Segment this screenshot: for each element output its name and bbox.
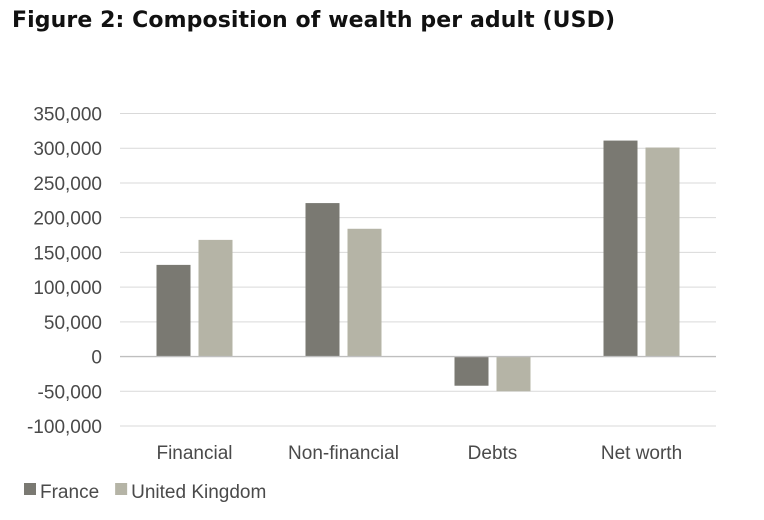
bar-france-non-financial <box>305 203 340 357</box>
bar-france-net-worth <box>603 140 638 357</box>
x-category-label: Non-financial <box>288 443 399 464</box>
legend-label: United Kingdom <box>131 482 266 503</box>
y-tick-label: 250,000 <box>33 174 102 195</box>
legend-label: France <box>40 482 99 503</box>
y-axis-tick-labels: 350,000 300,000 250,000 200,000 150,000 100,0… <box>27 105 102 439</box>
y-tick-label: 150,000 <box>33 243 102 264</box>
chart-title: Figure 2: Composition of wealth per adul… <box>12 8 616 33</box>
bar-france-debts <box>454 356 489 386</box>
y-tick-label: -50,000 <box>38 382 102 403</box>
y-tick-label: 100,000 <box>33 278 102 299</box>
x-category-label: Net worth <box>601 443 682 464</box>
y-tick-label: 200,000 <box>33 209 102 230</box>
y-tick-label: -100,000 <box>27 417 102 438</box>
bars <box>156 140 680 392</box>
x-category-label: Debts <box>468 443 518 464</box>
legend-swatch <box>115 483 128 495</box>
bar-france-financial <box>156 264 191 357</box>
y-tick-label: 50,000 <box>44 313 102 334</box>
x-axis-category-labels: Financial Non-financial Debts Net worth <box>156 443 682 464</box>
legend: France United Kingdom <box>24 482 266 503</box>
x-category-label: Financial <box>156 443 232 464</box>
bar-united-kingdom-debts <box>496 356 531 392</box>
bar-united-kingdom-net-worth <box>645 147 680 357</box>
y-tick-label: 350,000 <box>33 105 102 126</box>
bar-united-kingdom-non-financial <box>347 228 382 357</box>
legend-swatch <box>24 483 36 495</box>
y-tick-label: 300,000 <box>33 139 102 160</box>
y-tick-label: 0 <box>91 348 102 369</box>
bar-united-kingdom-financial <box>198 239 233 357</box>
